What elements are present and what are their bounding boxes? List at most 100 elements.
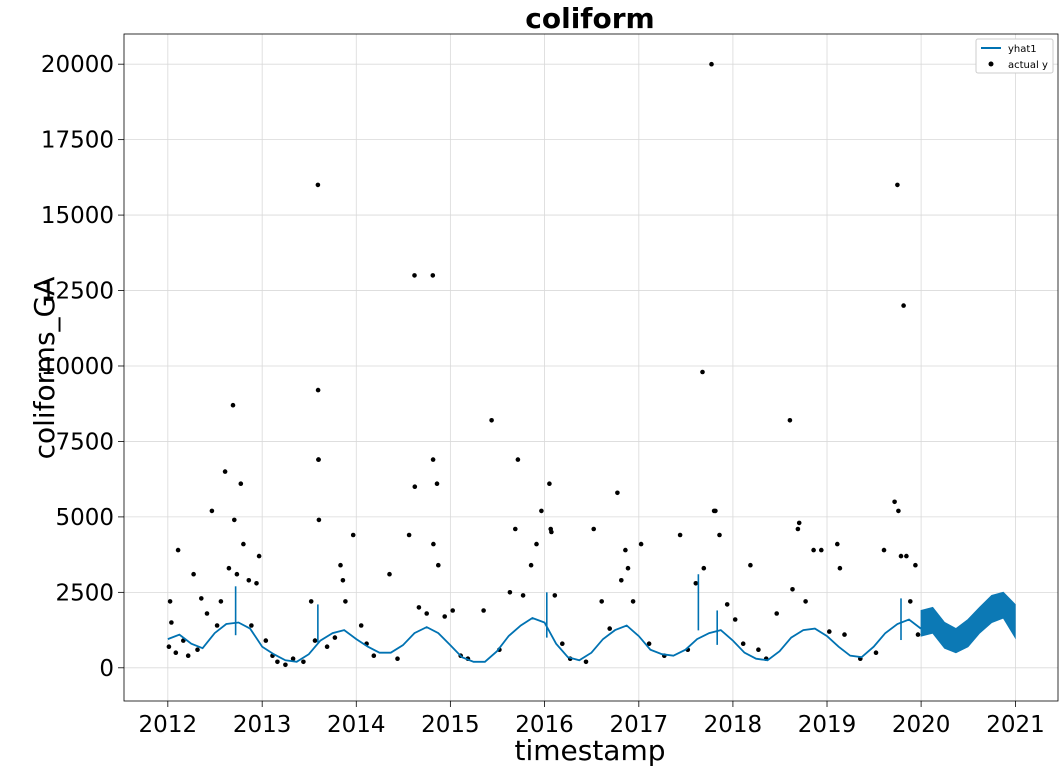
x-tick-label: 2020 bbox=[892, 712, 951, 738]
actual-point bbox=[312, 638, 318, 643]
actual-point bbox=[709, 61, 714, 67]
yhat-line bbox=[167, 574, 922, 663]
actual-point bbox=[166, 644, 172, 649]
actual-point bbox=[811, 547, 816, 553]
x-tick-label: 2021 bbox=[986, 712, 1045, 738]
actual-point bbox=[350, 532, 356, 538]
actual-point bbox=[513, 526, 518, 532]
actual-point bbox=[724, 602, 730, 607]
actual-point bbox=[740, 641, 746, 646]
forecast-band bbox=[920, 591, 1016, 654]
legend-point-swatch bbox=[988, 61, 994, 67]
actual-point bbox=[230, 402, 236, 408]
actual-point bbox=[315, 182, 321, 188]
actual-point bbox=[827, 629, 832, 634]
actual-point bbox=[787, 418, 793, 423]
actual-point bbox=[898, 553, 904, 559]
actual-point bbox=[507, 590, 513, 595]
actual-point bbox=[638, 541, 644, 547]
x-tick-label: 2015 bbox=[421, 712, 480, 738]
actual-point bbox=[209, 508, 215, 514]
actual-point bbox=[234, 571, 240, 577]
actual-point bbox=[607, 626, 612, 631]
x-tick-label: 2018 bbox=[704, 712, 763, 738]
actual-point bbox=[896, 508, 901, 514]
actual-point bbox=[434, 481, 440, 487]
x-tick-label: 2017 bbox=[610, 712, 669, 738]
actual-point bbox=[796, 520, 802, 526]
x-tick-label: 2019 bbox=[798, 712, 857, 738]
actual-point bbox=[892, 499, 897, 505]
actual-point bbox=[560, 641, 565, 646]
actual-point bbox=[412, 273, 417, 278]
actual-point bbox=[185, 653, 191, 658]
actual-point bbox=[316, 517, 322, 523]
actual-point bbox=[915, 632, 921, 637]
actual-point bbox=[908, 599, 913, 604]
actual-point bbox=[693, 581, 699, 586]
actual-point bbox=[790, 587, 795, 592]
actual-point bbox=[450, 608, 456, 613]
actual-point bbox=[316, 457, 321, 462]
legend-label-yhat1: yhat1 bbox=[1008, 44, 1037, 55]
actual-point bbox=[837, 565, 843, 571]
x-axis-ticks: 2012 2013 2014 2015 2016 2017 2018 2019 2020 2021 bbox=[139, 701, 1045, 738]
actual-point bbox=[520, 593, 526, 598]
actual-point bbox=[395, 656, 400, 661]
actual-point bbox=[630, 599, 636, 604]
actual-point bbox=[717, 532, 722, 538]
actual-point bbox=[315, 387, 321, 393]
actual-point bbox=[615, 490, 620, 496]
actual-point bbox=[489, 418, 494, 423]
actual-point bbox=[552, 593, 558, 598]
x-tick-label: 2013 bbox=[233, 712, 292, 738]
y-tick-label: 5000 bbox=[55, 505, 114, 531]
actual-point bbox=[549, 529, 554, 535]
actual-point bbox=[387, 571, 392, 577]
actual-point bbox=[430, 457, 436, 462]
actual-point bbox=[308, 599, 314, 604]
actual-point bbox=[819, 547, 824, 553]
actual-point bbox=[436, 562, 441, 568]
y-tick-label: 7500 bbox=[55, 429, 114, 455]
actual-point bbox=[431, 541, 436, 547]
actual-point bbox=[169, 620, 174, 625]
actual-point bbox=[324, 644, 330, 649]
actual-point bbox=[301, 659, 306, 665]
actual-point bbox=[241, 541, 246, 547]
y-tick-label: 20000 bbox=[41, 52, 114, 78]
actual-point bbox=[254, 581, 259, 586]
actual-point bbox=[338, 562, 343, 568]
actual-point bbox=[256, 553, 262, 559]
actual-point bbox=[481, 608, 486, 613]
actual-point bbox=[246, 578, 252, 583]
actual-point bbox=[218, 599, 224, 604]
actual-point bbox=[406, 532, 412, 538]
actual-point bbox=[547, 481, 552, 487]
x-tick-label: 2016 bbox=[515, 712, 574, 738]
actual-point bbox=[199, 596, 204, 601]
actual-point bbox=[700, 369, 705, 375]
actual-point bbox=[625, 565, 631, 571]
legend: yhat1 actual y bbox=[975, 38, 1054, 74]
actual-point bbox=[416, 605, 422, 610]
actual-point bbox=[539, 508, 544, 514]
actual-point bbox=[442, 614, 448, 619]
x-tick-label: 2014 bbox=[327, 712, 386, 738]
actual-point bbox=[238, 481, 244, 487]
actual-point bbox=[599, 599, 604, 604]
actual-point bbox=[249, 623, 254, 628]
actual-point bbox=[803, 599, 808, 604]
yhat-series-line bbox=[167, 616, 922, 663]
actual-point bbox=[358, 623, 364, 628]
actual-point bbox=[222, 469, 228, 474]
actual-point bbox=[591, 526, 596, 532]
plot-frame bbox=[123, 33, 1059, 702]
actual-point bbox=[424, 611, 430, 616]
actual-point bbox=[677, 532, 683, 538]
actual-point bbox=[774, 611, 779, 616]
actual-point bbox=[343, 599, 348, 604]
y-axis-ticks: 0 2500 5000 7500 10000 12500 15000 17500 20000 bbox=[41, 52, 124, 682]
actual-point bbox=[748, 562, 753, 568]
